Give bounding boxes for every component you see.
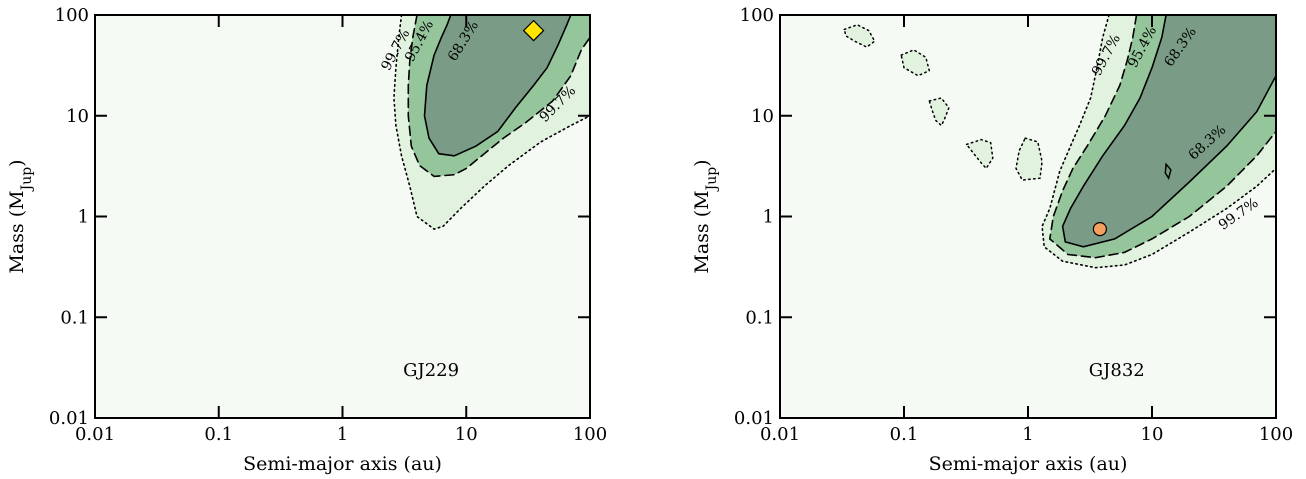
contour-line-95-4 — [1048, 15, 1276, 259]
y-axis-label: Mass (MJup) — [6, 159, 35, 273]
x-tick-label: 0.01 — [760, 424, 800, 445]
x-tick-label: 10 — [1141, 424, 1164, 445]
contour-island-68-3 — [1164, 162, 1172, 181]
contour-fill-68-3 — [1062, 15, 1276, 247]
panel-label: GJ229 — [403, 360, 459, 381]
contour-line-68-3 — [1061, 15, 1276, 248]
x-tick-label: 0.1 — [204, 424, 233, 445]
y-tick-label: 10 — [66, 106, 89, 127]
contour-island-4 — [1015, 137, 1043, 181]
planet-marker — [522, 19, 545, 42]
x-axis-label: Semi-major axis (au) — [243, 453, 442, 475]
y-tick-label: 0.01 — [49, 408, 89, 429]
x-tick-label: 0.01 — [75, 424, 115, 445]
y-tick-label: 10 — [751, 106, 774, 127]
x-tick-label: 100 — [1259, 424, 1293, 445]
x-tick-label: 100 — [573, 424, 607, 445]
y-tick-label: 0.1 — [745, 307, 774, 328]
contour-line-99-7 — [393, 15, 590, 230]
x-axis-label: Semi-major axis (au) — [929, 453, 1128, 475]
contour-line-99-7 — [1041, 15, 1276, 269]
contour-island-0 — [843, 23, 876, 48]
x-tick-label: 1 — [337, 424, 348, 445]
y-tick-label: 1 — [78, 207, 89, 228]
panel-gj229: 99.7%95.4% 68.3%99.7%0.01 0.1 1 10 1000.010.1… — [6, 5, 607, 475]
planet-marker — [1092, 221, 1107, 237]
contour-line-95-4 — [407, 15, 590, 178]
y-tick-label: 0.1 — [60, 307, 89, 328]
y-tick-label: 100 — [740, 5, 774, 26]
x-tick-label: 10 — [455, 424, 478, 445]
y-tick-label: 0.01 — [734, 408, 774, 429]
contour-line-68-3 — [423, 15, 572, 157]
contour-island-3 — [965, 138, 994, 170]
y-tick-label: 1 — [763, 207, 774, 228]
contour-fill-68-3 — [424, 15, 571, 156]
y-axis-label: Mass (MJup) — [691, 159, 720, 273]
panel-label: GJ832 — [1089, 360, 1145, 381]
contour-island-2 — [928, 97, 950, 127]
y-tick-label: 100 — [55, 5, 89, 26]
panel-gj832: 99.7% 95.4% 68.3%68.3%99.7%0.01 0.1 1 10 1000.… — [691, 5, 1293, 475]
contour-island-1 — [900, 49, 931, 77]
x-tick-label: 1 — [1022, 424, 1033, 445]
x-tick-label: 0.1 — [890, 424, 919, 445]
